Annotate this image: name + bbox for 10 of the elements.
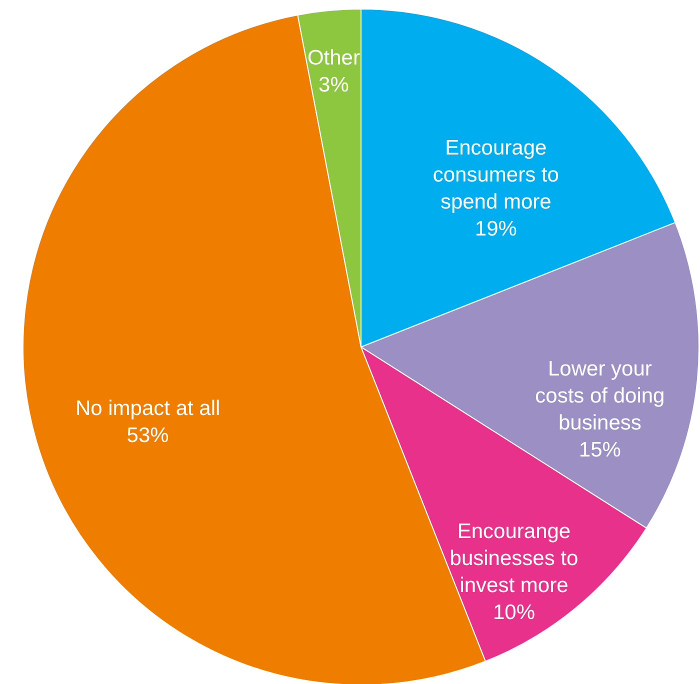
data-label: 53% [126, 424, 169, 447]
data-label: 15% [578, 438, 621, 462]
slice-label: Other [307, 46, 360, 70]
slice-label: Encourage consumers to spend more [432, 136, 559, 214]
data-label: 10% [492, 600, 535, 624]
slice-label: Encourange businesses to invest more [450, 520, 578, 597]
data-label: 19% [474, 218, 517, 240]
data-label: 3% [318, 73, 349, 96]
slice-label: Lower your costs of doing business [535, 358, 665, 435]
slice-label: No impact at all [75, 396, 220, 420]
